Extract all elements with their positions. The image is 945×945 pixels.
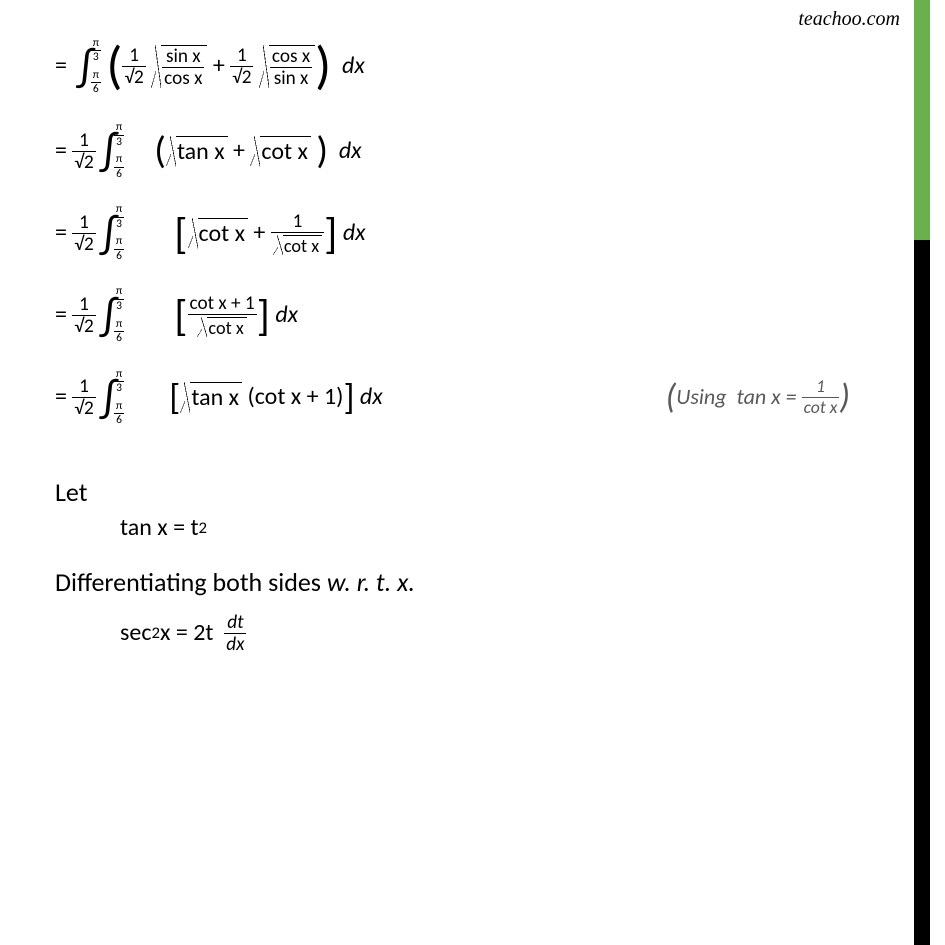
hint-annotation: ( Using tan x = 1cot x ) <box>666 376 850 418</box>
border-accent-black <box>914 240 930 945</box>
equation-line-4: = 1√2 ∫ π3 π6 [ cot x + 1 cot x ] dx <box>55 286 905 344</box>
equation-line-3: = 1√2 ∫ π3 π6 [ cot x + 1 cot x ] dx <box>55 204 905 262</box>
equation-line-5: = 1√2 ∫ π3 π6 [ tan x (cot x + 1) ] dx (… <box>55 369 905 427</box>
border-accent-green <box>914 0 930 240</box>
page-content: = ∫ π3 π6 ( 1√2 sin xcos x + 1√2 cos xsi… <box>0 0 945 698</box>
equation-line-2: = 1√2 ∫ π3 π6 ( tan x + cot x ) dx <box>55 122 905 180</box>
let-label: Let <box>55 477 905 508</box>
substitution-line: tan x = t2 <box>120 514 905 543</box>
watermark: teachoo.com <box>798 8 900 31</box>
equation-line-1: = ∫ π3 π6 ( 1√2 sin xcos x + 1√2 cos xsi… <box>55 35 905 98</box>
derivative-line: sec2 x = 2t dtdx <box>120 613 905 654</box>
diff-text: Differentiating both sides w. r. t. x. <box>55 567 905 598</box>
